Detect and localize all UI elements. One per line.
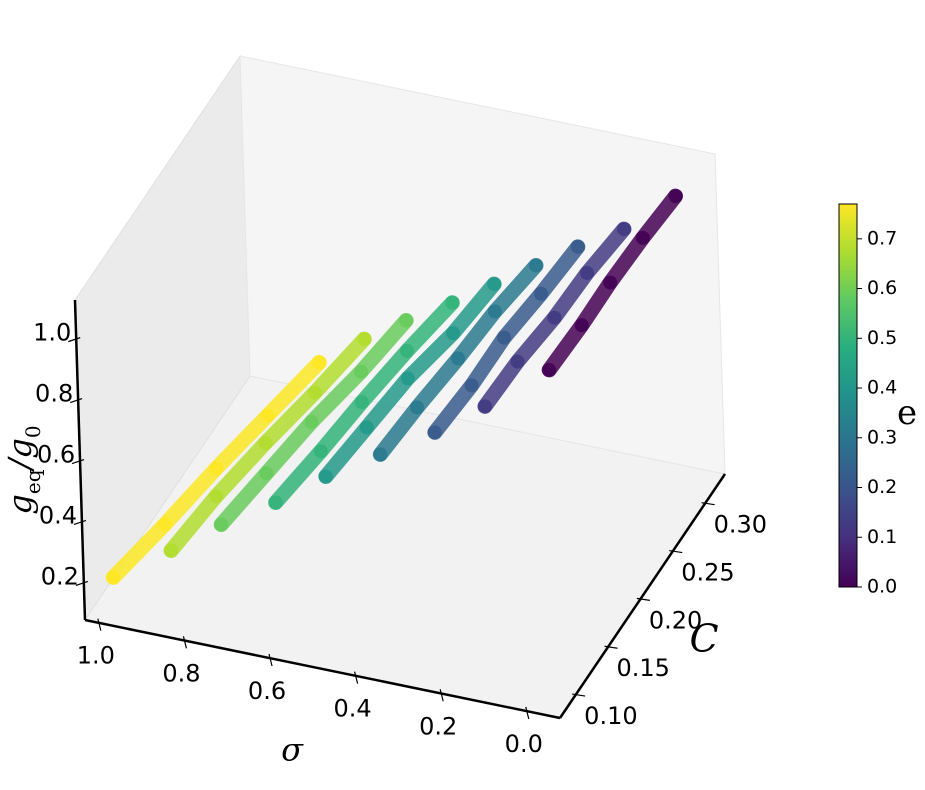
z-tick-label: 1.0 <box>33 319 71 347</box>
colorbar-tick-label: 0.0 <box>867 576 897 598</box>
z-axis-label: geq/g0 <box>1 425 45 514</box>
point <box>259 466 274 481</box>
point <box>318 469 333 484</box>
point <box>497 330 512 345</box>
point <box>157 517 172 532</box>
point <box>307 385 322 400</box>
x-tick-label: 0.2 <box>419 712 457 740</box>
colorbar-tick-label: 0.6 <box>867 277 897 299</box>
z-tick <box>68 337 81 343</box>
z-tick <box>69 398 83 404</box>
point <box>616 222 631 237</box>
point <box>570 239 585 254</box>
point <box>445 295 460 310</box>
point <box>464 378 479 393</box>
colorbar-tick-label: 0.3 <box>867 426 897 448</box>
x-tick <box>525 706 530 720</box>
y-tick <box>701 502 715 506</box>
point <box>359 420 374 435</box>
point <box>258 435 273 450</box>
colorbar-label: e <box>897 393 917 433</box>
point <box>209 461 224 476</box>
x-tick-label: 0.8 <box>162 659 200 687</box>
point <box>164 543 179 558</box>
y-tick <box>572 693 586 697</box>
z-tick-label: 0.2 <box>41 562 79 590</box>
z-tick <box>75 580 89 586</box>
z-tick-label: 0.6 <box>37 441 75 469</box>
point <box>534 286 549 301</box>
z-tick-label: 0.4 <box>39 501 77 529</box>
x-tick <box>354 671 359 684</box>
point <box>451 351 466 366</box>
x-tick-label: 0.6 <box>248 677 286 705</box>
point <box>477 399 492 414</box>
x-tick-label: 0.4 <box>334 695 372 723</box>
z-label-part: /g <box>1 438 39 472</box>
point <box>313 444 328 459</box>
x-tick <box>97 618 102 631</box>
point <box>528 258 543 273</box>
y-tick-label: 0.20 <box>649 606 702 634</box>
x-tick-label: 0.0 <box>505 730 543 758</box>
z-axis-line <box>73 299 87 621</box>
colorbar-tick-label: 0.2 <box>867 476 897 498</box>
point <box>580 265 595 280</box>
point <box>354 395 369 410</box>
point <box>635 230 650 245</box>
point <box>603 275 618 290</box>
colorbar-tick-label: 0.1 <box>867 526 897 548</box>
z-label-sub: eq <box>21 469 45 494</box>
point <box>446 326 461 341</box>
x-tick <box>182 636 188 649</box>
point <box>400 371 415 386</box>
y-tick-label: 0.30 <box>714 511 767 539</box>
x-axis-line <box>84 618 561 720</box>
point <box>410 400 425 415</box>
y-tick-label: 0.25 <box>681 559 734 587</box>
y-tick-label: 0.10 <box>584 702 637 730</box>
point <box>400 343 415 358</box>
point <box>574 318 589 333</box>
point <box>547 310 562 325</box>
y-tick <box>604 645 618 649</box>
y-tick <box>669 549 683 554</box>
point <box>542 362 557 377</box>
point <box>260 408 275 423</box>
point <box>357 332 372 347</box>
point <box>268 495 283 510</box>
x-tick <box>268 653 273 667</box>
y-tick-label: 0.15 <box>617 654 670 682</box>
point <box>214 517 229 532</box>
z-label-part: g <box>1 494 39 514</box>
point <box>487 277 502 292</box>
z-tick <box>73 519 87 526</box>
point <box>487 304 502 319</box>
point <box>373 447 388 462</box>
point <box>427 425 442 440</box>
point <box>353 364 368 379</box>
colorbar <box>838 203 858 588</box>
y-axis-line <box>558 473 727 719</box>
z-tick <box>71 458 85 465</box>
point <box>304 415 319 430</box>
point <box>668 189 683 204</box>
x-tick-label: 1.0 <box>77 642 115 670</box>
point <box>399 313 414 328</box>
colorbar-tick-label: 0.5 <box>867 327 897 349</box>
point <box>209 489 224 504</box>
x-axis-label: σ <box>281 731 304 769</box>
point <box>312 355 327 370</box>
colorbar-tick-label: 0.4 <box>867 377 897 399</box>
point <box>510 354 525 369</box>
point <box>106 570 121 585</box>
colorbar-tick-label: 0.7 <box>867 227 897 249</box>
y-tick <box>636 597 650 601</box>
x-tick <box>439 689 444 702</box>
y-axis-label: C <box>689 617 718 661</box>
z-label-sub: 0 <box>21 425 45 438</box>
z-tick-label: 0.8 <box>35 380 73 408</box>
